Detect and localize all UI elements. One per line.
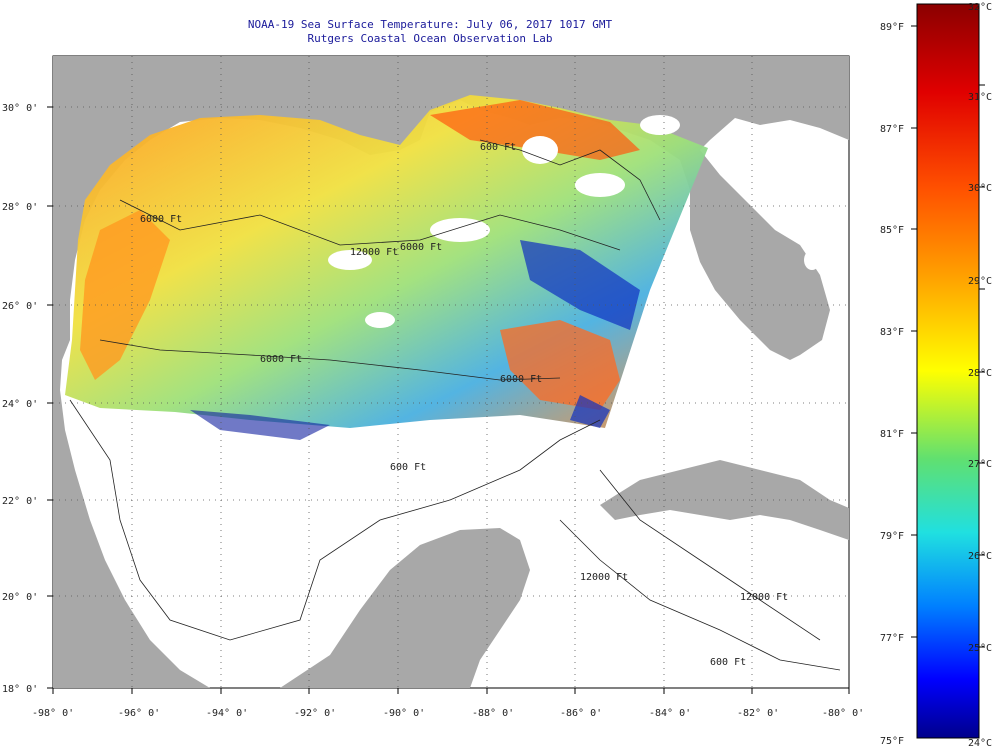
lon-label: -82° 0'	[737, 708, 779, 719]
map-title: NOAA-19 Sea Surface Temperature: July 06…	[247, 18, 613, 31]
lon-label: -96° 0'	[118, 708, 160, 719]
colorbar-c-label: 25°C	[968, 643, 992, 654]
lon-label: -92° 0'	[294, 708, 336, 719]
colorbar-c-label: 29°C	[968, 276, 992, 287]
lon-label: -98° 0'	[32, 708, 74, 719]
colorbar-c-label: 31°C	[968, 92, 992, 103]
colorbar-f-label: 81°F	[880, 429, 904, 440]
colorbar-f-label: 87°F	[880, 124, 904, 135]
colorbar-f-label: 89°F	[880, 22, 904, 33]
land-cuba	[600, 460, 849, 540]
lat-label: 26° 0'	[2, 301, 38, 312]
colorbar-c-label: 27°C	[968, 459, 992, 470]
colorbar-celsius-labels: 32°C 31°C 30°C 29°C 28°C 27°C 26°C 25°C …	[968, 2, 992, 749]
lon-label: -80° 0'	[822, 708, 864, 719]
colorbar-f-label: 79°F	[880, 531, 904, 542]
lat-label: 24° 0'	[2, 399, 38, 410]
lat-label: 20° 0'	[2, 592, 38, 603]
colorbar-c-label: 30°C	[968, 183, 992, 194]
colorbar-f-label: 77°F	[880, 633, 904, 644]
map-subtitle: Rutgers Coastal Ocean Observation Lab	[307, 32, 553, 45]
lon-label: -88° 0'	[472, 708, 514, 719]
colorbar	[916, 3, 980, 739]
contour-label: 600 Ft	[390, 462, 426, 473]
contour-label: 6000 Ft	[400, 242, 442, 253]
colorbar-f-label: 75°F	[880, 736, 904, 747]
contour-label: 12000 Ft	[580, 572, 628, 583]
lat-axis-labels: 18° 0' 20° 0' 22° 0' 24° 0' 26° 0' 28° 0…	[2, 103, 38, 695]
contour-label: 12000 Ft	[740, 592, 788, 603]
colorbar-f-label: 83°F	[880, 327, 904, 338]
colorbar-fahrenheit-labels: 89°F 87°F 85°F 83°F 81°F 79°F 77°F 75°F	[880, 22, 904, 747]
contour-label: 12000 Ft	[350, 247, 398, 258]
lon-label: -90° 0'	[383, 708, 425, 719]
colorbar-c-label: 32°C	[968, 2, 992, 13]
colorbar-f-label: 85°F	[880, 225, 904, 236]
lat-label: 28° 0'	[2, 202, 38, 213]
lat-label: 22° 0'	[2, 496, 38, 507]
lat-label: 30° 0'	[2, 103, 38, 114]
lon-label: -94° 0'	[206, 708, 248, 719]
contour-label: 600 Ft	[710, 657, 746, 668]
contour-label: 6000 Ft	[140, 214, 182, 225]
colorbar-c-label: 28°C	[968, 368, 992, 379]
lon-label: -86° 0'	[560, 708, 602, 719]
lon-label: -84° 0'	[649, 708, 691, 719]
contour-label: 6000 Ft	[260, 354, 302, 365]
contour-label: 6000 Ft	[500, 374, 542, 385]
land-yucatan	[210, 528, 849, 688]
axis-ticks	[47, 106, 850, 694]
lat-label: 18° 0'	[2, 684, 38, 695]
colorbar-c-label: 26°C	[968, 551, 992, 562]
lon-axis-labels: -98° 0' -96° 0' -94° 0' -92° 0' -90° 0' …	[32, 708, 864, 719]
colorbar-c-label: 24°C	[968, 738, 992, 749]
contour-label: 600 Ft	[480, 142, 516, 153]
land-north-america	[53, 56, 849, 688]
